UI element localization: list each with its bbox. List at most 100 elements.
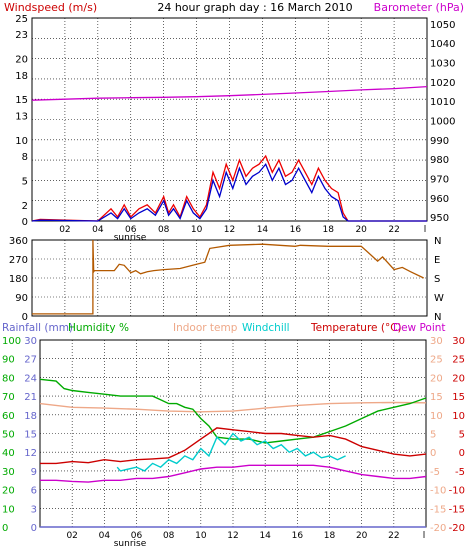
x-tick-label: 04 [92, 225, 104, 235]
baro-y-tick-label: 1000 [430, 116, 455, 127]
wind-y-tick-label: 13 [15, 111, 28, 122]
series-line-average [31, 162, 427, 222]
rain-y-tick-label: 0 [31, 523, 37, 534]
wind-y-tick-label: 20 [15, 55, 28, 66]
wind-y-tick-label: 5 [22, 176, 28, 187]
wind-y-tick-label: 8 [22, 152, 28, 163]
series-line-indoor-temp [39, 401, 427, 413]
wind-y-tick-label: 15 [15, 95, 28, 106]
x-tick-label: 22 [388, 531, 399, 541]
temp-far-y-tick-label: 25 [452, 355, 465, 366]
baro-y-tick-label: 1010 [430, 97, 455, 108]
direction-y-tick-label: 180 [9, 274, 28, 285]
rain-y-tick-label: 3 [31, 504, 37, 515]
wind-y-tick-label: 2 [22, 201, 28, 212]
wind-chart-title: 24 hour graph day : 16 March 2010 [157, 1, 352, 14]
rain-y-tick-label: 27 [24, 355, 37, 366]
rain-y-tick-label: 15 [24, 430, 37, 441]
baro-y-tick-label: 1050 [430, 20, 455, 31]
rain-y-tick-label: 9 [31, 467, 37, 478]
temp-far-y-tick-label: 15 [452, 392, 465, 403]
temp-far-y-tick-label: 0 [459, 448, 465, 459]
baro-y-tick-label: 950 [430, 213, 449, 224]
direction-compass-label: N [434, 312, 441, 323]
temp-y-tick-label: 0 [430, 448, 436, 459]
humidity-y-tick-label: 0 [2, 523, 8, 534]
x-tick-label: 16 [292, 531, 304, 541]
humidity-y-tick-label: 20 [2, 486, 15, 497]
temp-y-tick-label: 10 [430, 411, 443, 422]
x-tick-label: 08 [163, 531, 175, 541]
x-tick-label: 10 [195, 531, 207, 541]
direction-compass-label: N [434, 236, 441, 247]
temp-far-y-tick-label: -5 [455, 467, 465, 478]
temp-y-tick-label: 30 [430, 336, 443, 347]
temp-y-tick-label: -5 [430, 467, 440, 478]
humidity-y-tick-label: 100 [2, 336, 21, 347]
baro-y-tick-label: 1040 [430, 39, 455, 50]
wind-y-tick-label: 25 [15, 14, 28, 25]
direction-compass-label: E [434, 255, 440, 266]
baro-y-tick-label: 960 [430, 194, 449, 205]
series-line-temperature [40, 427, 427, 465]
direction-y-tick-label: 0 [22, 312, 28, 323]
x-tick-label: 14 [257, 225, 269, 235]
x-tick-label: 20 [355, 225, 367, 235]
baro-y-tick-label: 980 [430, 155, 449, 166]
rain-y-tick-label: 21 [24, 392, 37, 403]
temp-far-y-tick-label: -10 [449, 486, 465, 497]
temp-y-tick-label: 25 [430, 355, 443, 366]
temp-y-tick-label: -15 [430, 504, 446, 515]
series-line-wind-direction [32, 239, 424, 315]
baro-y-tick-label: 1020 [430, 78, 455, 89]
direction-y-tick-label: 90 [15, 293, 28, 304]
series-line-dew-point [40, 464, 427, 483]
sunrise-label-1: sunrise [114, 233, 147, 243]
temp-y-tick-label: 5 [430, 430, 436, 441]
x-tick-label: 04 [99, 531, 111, 541]
humidity-y-tick-label: 70 [2, 392, 15, 403]
legend-item: Temperature (°C) [310, 322, 402, 334]
baro-axis-title: Barometer (hPa) [374, 1, 464, 14]
temp-far-y-tick-label: 5 [459, 430, 465, 441]
legend-item: Humidity % [68, 322, 129, 334]
humidity-y-tick-label: 10 [2, 504, 15, 515]
sunrise-label-3: sunrise [114, 539, 147, 549]
x-tick-label: 02 [59, 225, 70, 235]
temp-far-y-tick-label: 10 [452, 411, 465, 422]
series-line-windchill [116, 432, 346, 472]
direction-y-tick-label: 360 [9, 236, 28, 247]
temp-far-y-tick-label: -15 [449, 504, 465, 515]
x-tick-end-label: l [423, 531, 426, 541]
direction-y-tick-label: 270 [9, 255, 28, 266]
rain-y-tick-label: 24 [24, 373, 37, 384]
x-tick-end-label: l [424, 225, 427, 235]
x-tick-label: 18 [324, 531, 336, 541]
series-line-barometer [31, 85, 428, 101]
rain-y-tick-label: 18 [24, 411, 37, 422]
x-tick-label: 06 [131, 531, 143, 541]
direction-compass-label: S [434, 274, 440, 285]
wind-y-tick-label: 0 [22, 217, 28, 228]
temp-far-y-tick-label: 30 [452, 336, 465, 347]
series-line-humidity [39, 378, 427, 444]
humidity-y-tick-label: 60 [2, 411, 15, 422]
temp-y-tick-label: -20 [430, 523, 446, 534]
wind-y-tick-label: 23 [15, 30, 28, 41]
x-tick-label: 16 [290, 225, 302, 235]
humidity-y-tick-label: 90 [2, 355, 15, 366]
legend-item: Indoor temp [173, 322, 238, 334]
temp-far-y-tick-label: 20 [452, 373, 465, 384]
series-line-gust [31, 154, 427, 222]
x-tick-label: 22 [388, 225, 399, 235]
wind-y-tick-label: 18 [15, 71, 28, 82]
humidity-y-tick-label: 80 [2, 373, 15, 384]
baro-y-tick-label: 990 [430, 136, 449, 147]
x-tick-label: 06 [125, 225, 137, 235]
x-tick-label: 14 [259, 531, 271, 541]
humidity-y-tick-label: 30 [2, 467, 15, 478]
legend-item: Rainfall (mm) [2, 322, 73, 334]
wind-axis-title: Windspeed (m/s) [4, 1, 97, 14]
